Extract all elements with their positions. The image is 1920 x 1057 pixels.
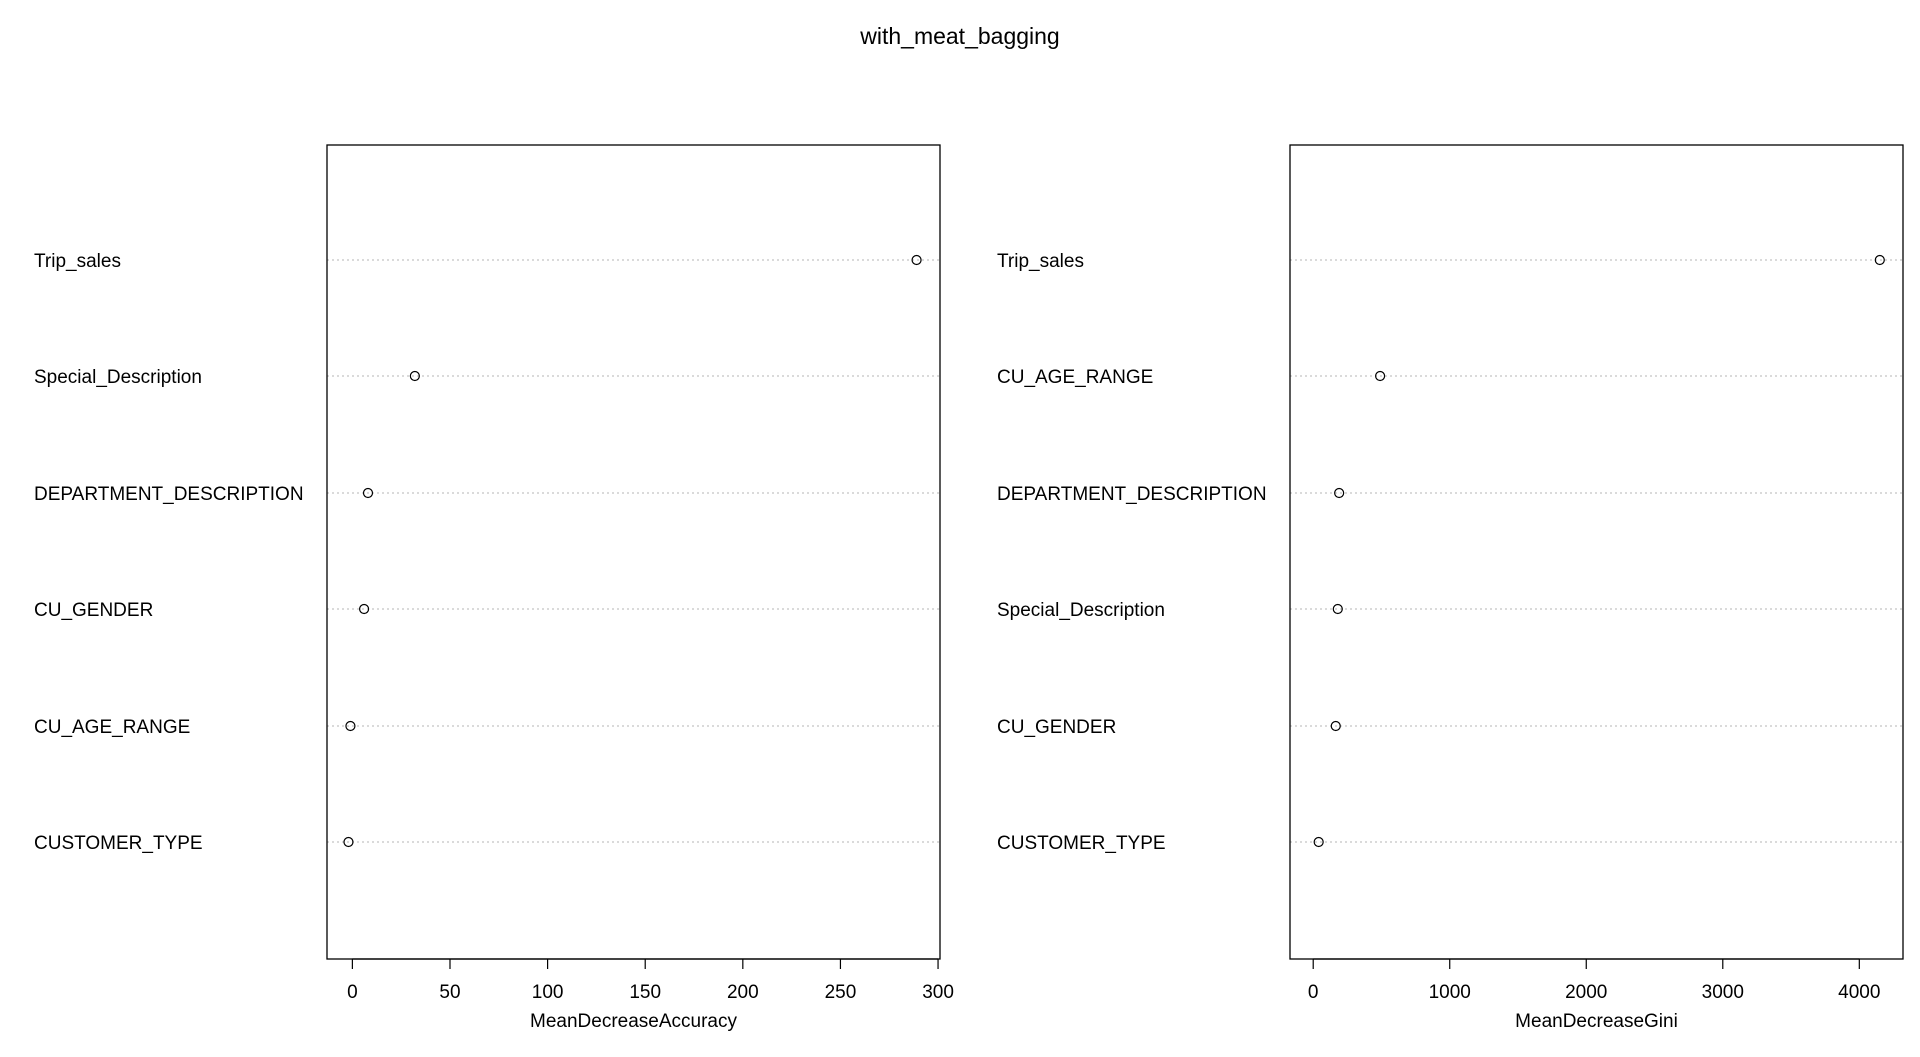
gini-data-point	[1874, 254, 1885, 266]
gini-tick-label: 1000	[1429, 982, 1471, 1003]
gini-tick-label: 2000	[1565, 982, 1607, 1003]
accuracy-tick-label: 200	[727, 982, 759, 1003]
accuracy-category-label: DEPARTMENT_DESCRIPTION	[34, 484, 304, 505]
gini-x-axis-title: MeanDecreaseGini	[1515, 1011, 1678, 1032]
accuracy-data-point	[409, 370, 420, 382]
accuracy-tick-label: 100	[532, 982, 564, 1003]
gini-tick-label: 4000	[1838, 982, 1880, 1003]
gini-category-label: CU_GENDER	[997, 717, 1116, 738]
accuracy-panel: Trip_sales Special_Description DEPARTMENT_…	[34, 144, 954, 1032]
gini-category-label: DEPARTMENT_DESCRIPTION	[997, 484, 1267, 505]
accuracy-data-point	[343, 836, 354, 848]
accuracy-category-label: CUSTOMER_TYPE	[34, 833, 203, 854]
accuracy-tick-label: 300	[922, 982, 954, 1003]
accuracy-data-point	[345, 720, 356, 732]
gini-data-point	[1330, 720, 1341, 732]
accuracy-data-point	[911, 254, 922, 266]
chart-title: with_meat_bagging	[859, 23, 1059, 49]
accuracy-category-label: CU_AGE_RANGE	[34, 717, 190, 738]
accuracy-tick-label: 50	[439, 982, 460, 1003]
gini-tick-label: 3000	[1702, 982, 1744, 1003]
gini-data-point	[1334, 487, 1345, 499]
gini-category-label: Trip_sales	[997, 251, 1084, 272]
gini-category-label: CU_AGE_RANGE	[997, 367, 1153, 388]
gini-data-point	[1332, 603, 1343, 615]
accuracy-category-label: CU_GENDER	[34, 600, 153, 621]
accuracy-category-label: Trip_sales	[34, 251, 121, 272]
accuracy-tick-label: 250	[825, 982, 857, 1003]
gini-category-label: CUSTOMER_TYPE	[997, 833, 1166, 854]
accuracy-x-axis-title: MeanDecreaseAccuracy	[530, 1011, 737, 1032]
gini-category-label: Special_Description	[997, 600, 1165, 621]
accuracy-data-point	[358, 603, 370, 615]
accuracy-tick-label: 0	[347, 982, 358, 1003]
gini-panel: Trip_sales CU_AGE_RANGE DEPARTMENT_DESCRIP…	[997, 144, 1904, 1032]
accuracy-tick-label: 150	[629, 982, 661, 1003]
gini-data-point	[1375, 370, 1386, 382]
accuracy-category-label: Special_Description	[34, 367, 202, 388]
gini-tick-label: 0	[1308, 982, 1319, 1003]
gini-data-point	[1313, 836, 1324, 848]
accuracy-data-point	[362, 487, 374, 499]
